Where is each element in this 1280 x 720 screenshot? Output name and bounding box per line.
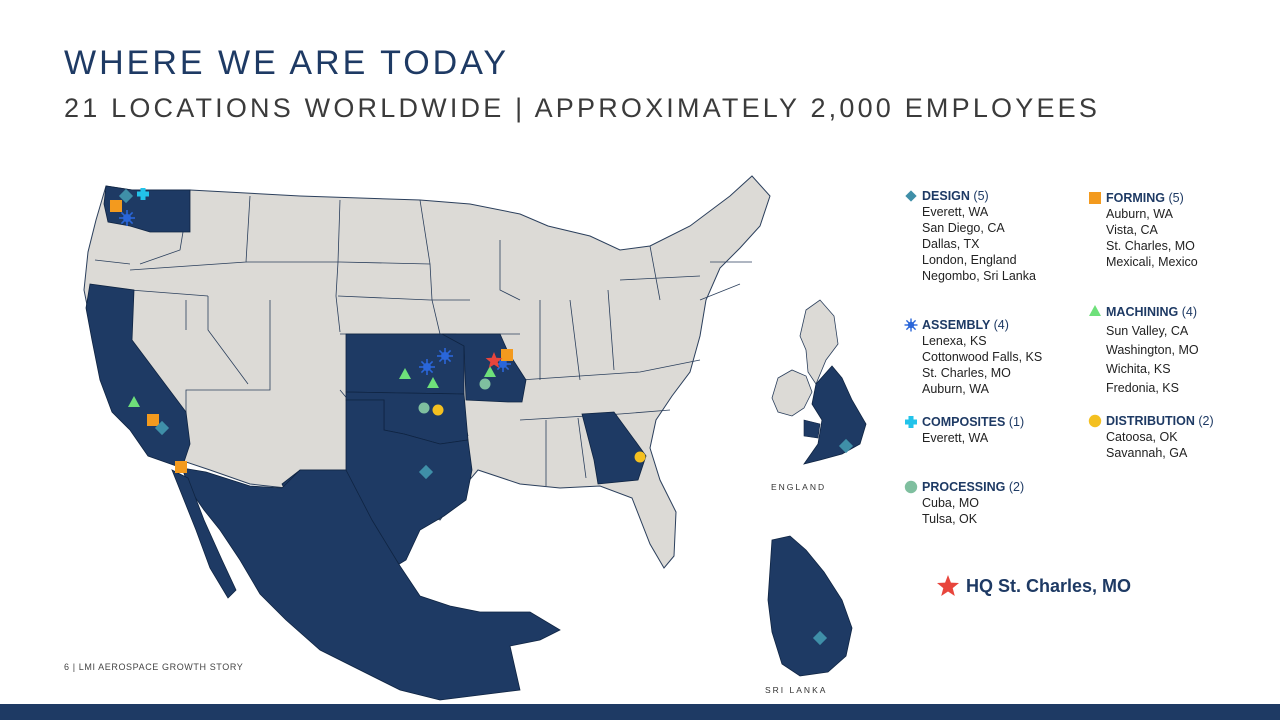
legend-assembly-count: (4) [993, 318, 1009, 332]
legend-item: Everett, WA [922, 205, 989, 219]
legend-distribution-label: DISTRIBUTION [1106, 414, 1195, 428]
legend-item: Negombo, Sri Lanka [922, 269, 1036, 283]
mexico [181, 467, 561, 701]
map-markers [110, 188, 854, 646]
map-sri-lanka [767, 535, 853, 677]
cross-icon [905, 416, 917, 428]
legend-machining: MACHINING (4) Sun Valley, CA Washington,… [1089, 303, 1199, 398]
legend-item: Cottonwood Falls, KS [922, 350, 1043, 364]
sri-lanka-label: SRI LANKA [765, 685, 828, 695]
marker-forming-auburn [110, 200, 122, 212]
legend-item: Washington, MO [1106, 343, 1199, 357]
legend-distribution-count: (2) [1198, 414, 1214, 428]
legend-item: San Diego, CA [922, 221, 1005, 235]
legend-processing: PROCESSING (2) Cuba, MO Tulsa, OK [904, 479, 1025, 527]
legend-item: St. Charles, MO [922, 366, 1011, 380]
hq-callout: HQ St. Charles, MO [937, 575, 1132, 597]
legend-design: DESIGN (5) Everett, WA San Diego, CA Dal… [905, 188, 1036, 284]
legend-machining-label: MACHINING [1106, 305, 1179, 319]
slide-footer: 6 | LMI AEROSPACE GROWTH STORY [64, 662, 244, 672]
marker-forming-mexicali [175, 461, 187, 473]
legend-item: Cuba, MO [922, 496, 979, 510]
highlighted-states [85, 185, 647, 701]
marker-forming-vista [147, 414, 159, 426]
legend-item: Auburn, WA [1106, 207, 1173, 221]
legend-assembly-label: ASSEMBLY [922, 318, 991, 332]
legend-item: London, England [922, 253, 1017, 267]
marker-processing-tulsa [418, 402, 430, 414]
map-england [771, 299, 867, 465]
marker-processing-cuba [479, 378, 491, 390]
marker-hq-st-charles [485, 352, 503, 368]
legend-item: Savannah, GA [1106, 446, 1188, 460]
state-georgia [581, 411, 647, 485]
circle-icon [1088, 414, 1102, 428]
hq-label: HQ St. Charles, MO [966, 576, 1132, 596]
legend-item: Everett, WA [922, 431, 989, 445]
legend-item: Mexicali, Mexico [1106, 255, 1198, 269]
marker-forming-st-charles [501, 349, 513, 361]
state-borders [94, 189, 752, 486]
legend-item: Sun Valley, CA [1106, 324, 1189, 338]
legend-design-label: DESIGN [922, 189, 970, 203]
state-california [85, 283, 191, 469]
legend-distribution: DISTRIBUTION (2) Catoosa, OK Savannah, G… [1088, 413, 1214, 461]
legend-item: Dallas, TX [922, 237, 980, 251]
legend-machining-count: (4) [1181, 305, 1197, 319]
legend-item: Lenexa, KS [922, 334, 987, 348]
legend-item: Wichita, KS [1106, 362, 1171, 376]
marker-distribution-catoosa [432, 404, 444, 416]
star-icon [937, 575, 959, 596]
legend-design-count: (5) [973, 189, 989, 203]
legend-forming-count: (5) [1168, 191, 1184, 205]
state-kansas [345, 333, 465, 395]
marker-distribution-savannah [634, 451, 646, 463]
diamond-icon [905, 190, 917, 202]
legend-composites-label: COMPOSITES [922, 415, 1006, 429]
legend-item: Fredonia, KS [1106, 381, 1179, 395]
triangle-icon [1089, 305, 1101, 316]
legend-composites: COMPOSITES (1) Everett, WA [905, 414, 1025, 446]
baja-california [171, 469, 237, 599]
square-icon [1089, 192, 1101, 204]
legend-item: Tulsa, OK [922, 512, 978, 526]
bottom-bar [0, 704, 1280, 720]
legend-forming-label: FORMING [1106, 191, 1166, 205]
legend-item: Vista, CA [1106, 223, 1158, 237]
legend-assembly: ASSEMBLY (4) Lenexa, KS Cottonwood Falls… [904, 317, 1043, 397]
legend-processing-label: PROCESSING [922, 480, 1006, 494]
legend-forming: FORMING (5) Auburn, WA Vista, CA St. Cha… [1089, 190, 1198, 270]
legend-item: Auburn, WA [922, 382, 989, 396]
legend-item: St. Charles, MO [1106, 239, 1195, 253]
page-subtitle: 21 LOCATIONS WORLDWIDE | APPROXIMATELY 2… [64, 93, 1101, 123]
legend-composites-count: (1) [1008, 415, 1025, 429]
page-title: WHERE WE ARE TODAY [64, 44, 510, 82]
legend-item: Catoosa, OK [1106, 430, 1178, 444]
circle-icon [904, 480, 918, 494]
starburst-icon [904, 318, 918, 332]
legend-processing-count: (2) [1008, 480, 1025, 494]
england-label: ENGLAND [771, 482, 827, 492]
